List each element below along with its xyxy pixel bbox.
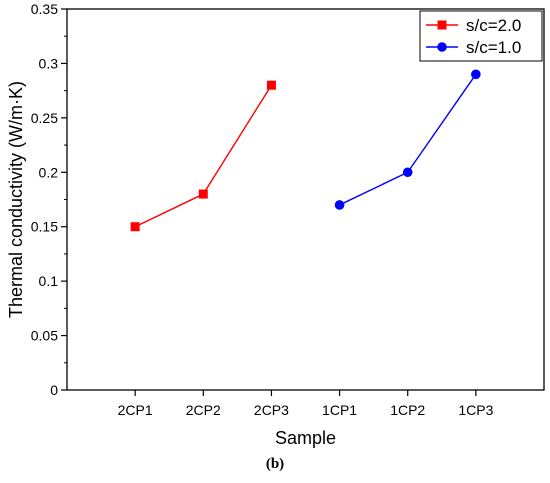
x-tick-label: 1CP1 xyxy=(322,402,357,418)
y-tick-label: 0.2 xyxy=(39,164,59,180)
y-tick-label: 0.25 xyxy=(31,110,58,126)
legend-marker-square xyxy=(437,20,447,30)
x-axis-title: Sample xyxy=(275,428,336,448)
legend-marker-circle xyxy=(437,42,447,52)
x-tick-label: 2CP1 xyxy=(118,402,153,418)
y-tick-label: 0 xyxy=(50,382,58,398)
plot-frame xyxy=(66,8,545,391)
y-tick-label: 0.1 xyxy=(39,273,59,289)
x-tick-label: 1CP2 xyxy=(390,402,425,418)
y-tick-label: 0.3 xyxy=(39,55,59,71)
series-line-segment xyxy=(407,73,477,173)
series-line-segment xyxy=(202,84,273,195)
legend-label: s/c=1.0 xyxy=(466,38,521,57)
y-tick-label: 0.15 xyxy=(31,219,58,235)
y-tick-label: 0.35 xyxy=(31,1,58,17)
y-axis-title: Thermal conductivity (W/m·K) xyxy=(6,81,26,318)
data-point-circle xyxy=(334,200,345,210)
data-point-circle xyxy=(402,167,413,178)
series-line-segment xyxy=(339,171,409,206)
series-line-segment xyxy=(134,193,204,228)
y-tick-label: 0.05 xyxy=(31,328,58,344)
legend: s/c=2.0 s/c=1.0 xyxy=(419,10,543,62)
data-point-square xyxy=(198,189,208,199)
data-point-circle xyxy=(471,69,481,80)
series-layer xyxy=(130,69,481,232)
figure-caption: (b) xyxy=(265,456,285,472)
x-axis: 2CP1 2CP2 2CP3 1CP1 1CP2 1CP3 xyxy=(118,390,494,418)
x-tick-label: 1CP3 xyxy=(458,402,493,418)
data-point-square xyxy=(130,222,140,232)
y-axis: 0 0.05 0.1 0.15 0.2 0.25 0.3 0.35 xyxy=(31,1,67,398)
legend-box xyxy=(419,10,543,62)
x-tick-label: 2CP2 xyxy=(186,402,221,418)
legend-label: s/c=2.0 xyxy=(466,16,521,35)
data-point-square xyxy=(266,80,276,90)
x-tick-label: 2CP3 xyxy=(254,402,289,418)
